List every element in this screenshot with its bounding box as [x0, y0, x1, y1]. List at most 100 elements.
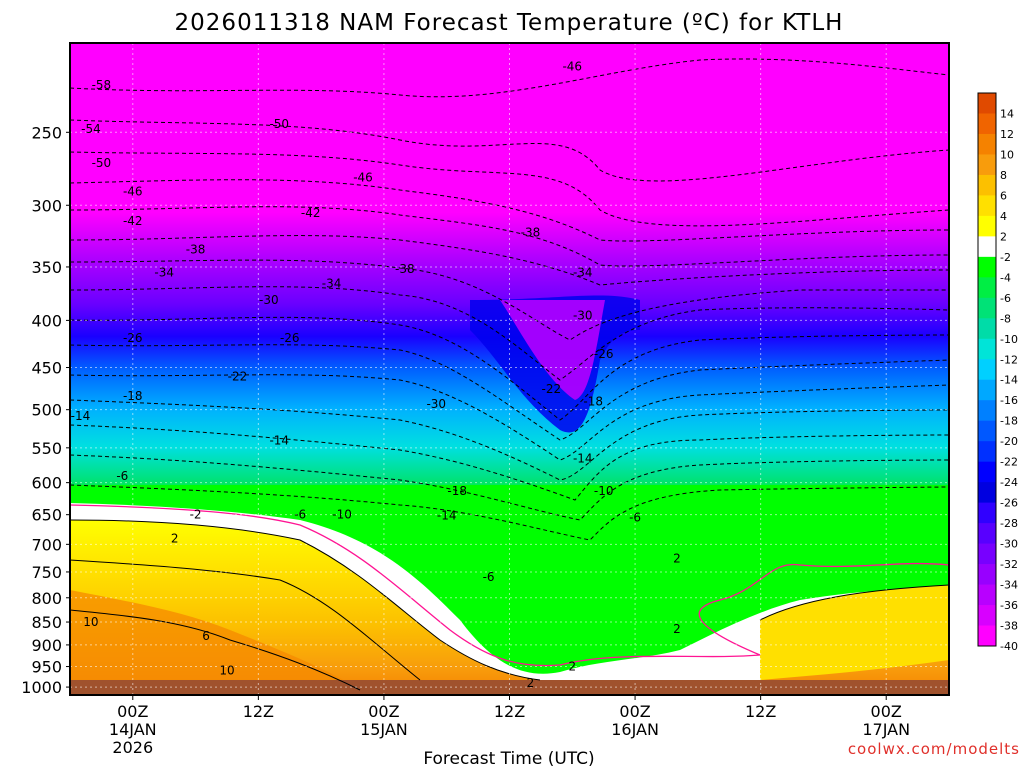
y-tick-label: 700	[31, 535, 62, 554]
colorbar-frame	[977, 92, 997, 647]
contour-label: -6	[294, 508, 306, 522]
contour-label: -30	[426, 397, 446, 411]
y-tick-label: 250	[31, 123, 62, 142]
x-tick-year-label: 2026	[112, 738, 153, 757]
contour-label: -18	[583, 395, 603, 409]
y-tick-label: 850	[31, 613, 62, 632]
colorbar-swatch	[978, 113, 996, 135]
y-axis: 250 300 350 400 450 500 550 600 650 700 750 800 850 9…	[21, 123, 70, 697]
colorbar-label: -28	[1000, 517, 1018, 530]
contour-label: -50	[92, 156, 112, 170]
colorbar-label: -26	[1000, 497, 1018, 510]
colorbar-label: -30	[1000, 538, 1018, 551]
contour-labels: -58-54-50-46-42-38-34-30-26 -26-22-18-14-…	[71, 59, 681, 690]
contour-label: -10	[594, 484, 614, 498]
contour-label: -22	[228, 369, 248, 383]
colorbar-swatch	[978, 338, 996, 360]
contour-line	[70, 374, 949, 461]
colorbar-swatch	[978, 195, 996, 217]
y-tick-label: 750	[31, 563, 62, 582]
colorbar-label: 6	[1000, 189, 1007, 202]
contour-line	[70, 206, 949, 267]
contour-line	[70, 609, 361, 691]
x-tick-date-label: 15JAN	[360, 720, 408, 739]
colorbar-label: -20	[1000, 435, 1018, 448]
y-tick-label: 900	[31, 636, 62, 655]
contour-label: -42	[123, 214, 143, 228]
contour-label: 2	[568, 660, 576, 674]
y-tick-label: 450	[31, 359, 62, 378]
contour-label: -6	[629, 511, 641, 525]
colorbar-label: -6	[1000, 292, 1011, 305]
colorbar-label: -22	[1000, 456, 1018, 469]
colorbar-label: 14	[1000, 107, 1014, 120]
contour-label: -46	[562, 59, 582, 73]
contour-label: -30	[573, 308, 593, 322]
contour-label: -26	[280, 331, 300, 345]
x-tick-label: 00Z	[871, 702, 902, 721]
contour-label: 6	[202, 629, 210, 643]
contour-line	[70, 399, 949, 481]
contour-label: -38	[186, 242, 206, 256]
y-tick-label: 300	[31, 196, 62, 215]
contour-label: -22	[542, 382, 562, 396]
contour-line	[70, 235, 949, 286]
colorbar-swatch	[978, 400, 996, 422]
above-freezing-region	[70, 520, 949, 695]
contour-line	[70, 519, 541, 681]
colorbar-swatch	[978, 359, 996, 381]
contour-label: -58	[92, 78, 112, 92]
contour-label: -34	[573, 266, 593, 280]
colorbar-swatch	[978, 605, 996, 627]
colorbar-label: -36	[1000, 599, 1018, 612]
x-tick-label: 12Z	[745, 702, 776, 721]
colorbar-label: -8	[1000, 312, 1011, 325]
contour-label: 10	[219, 664, 234, 678]
contour-label: -18	[447, 484, 467, 498]
contour-line	[70, 58, 949, 98]
y-tick-label: 800	[31, 589, 62, 608]
x-tick-label: 12Z	[243, 702, 274, 721]
grid-lines	[70, 43, 949, 695]
x-axis-label: Forecast Time (UTC)	[423, 749, 594, 768]
right-warm-region	[760, 585, 949, 680]
contour-line	[70, 424, 949, 501]
colorbar-swatch	[978, 441, 996, 463]
contour-line	[70, 344, 949, 441]
contour-line	[70, 454, 949, 521]
contour-line	[70, 559, 421, 681]
colorbar-swatch	[978, 174, 996, 196]
colorbar-label: 8	[1000, 169, 1007, 182]
colorbar-swatch	[978, 420, 996, 442]
colorbar-swatch	[978, 584, 996, 606]
contour-label: 2	[171, 532, 179, 546]
contour-label: -38	[521, 225, 541, 239]
contour-label: -46	[353, 171, 373, 185]
colorbar-swatch	[978, 133, 996, 155]
contour-label: 2	[527, 676, 535, 690]
colorbar-swatch	[978, 297, 996, 319]
contour-label: -34	[154, 266, 174, 280]
colorbar-swatch	[978, 236, 996, 258]
contour-label: -14	[573, 452, 593, 466]
colorbar-label: -18	[1000, 415, 1018, 428]
contour-label: -18	[123, 389, 143, 403]
contour-line	[70, 484, 949, 541]
colorbar-swatch	[978, 93, 996, 114]
colorbar-swatch	[978, 154, 996, 176]
colorbar-swatch	[978, 543, 996, 565]
surface-band	[70, 680, 949, 695]
y-tick-label: 600	[31, 474, 62, 493]
colorbar-label: 12	[1000, 128, 1014, 141]
contour-lines	[70, 58, 949, 691]
colorbar-swatch	[978, 502, 996, 524]
contour-label: -54	[81, 122, 101, 136]
contour-line	[70, 179, 949, 242]
x-tick-label: 00Z	[117, 702, 148, 721]
colorbar-label: 4	[1000, 210, 1007, 223]
colorbar-swatch	[978, 215, 996, 237]
contour-label: -14	[269, 433, 289, 447]
colorbar-label: 10	[1000, 148, 1014, 161]
y-tick-label: 500	[31, 401, 62, 420]
